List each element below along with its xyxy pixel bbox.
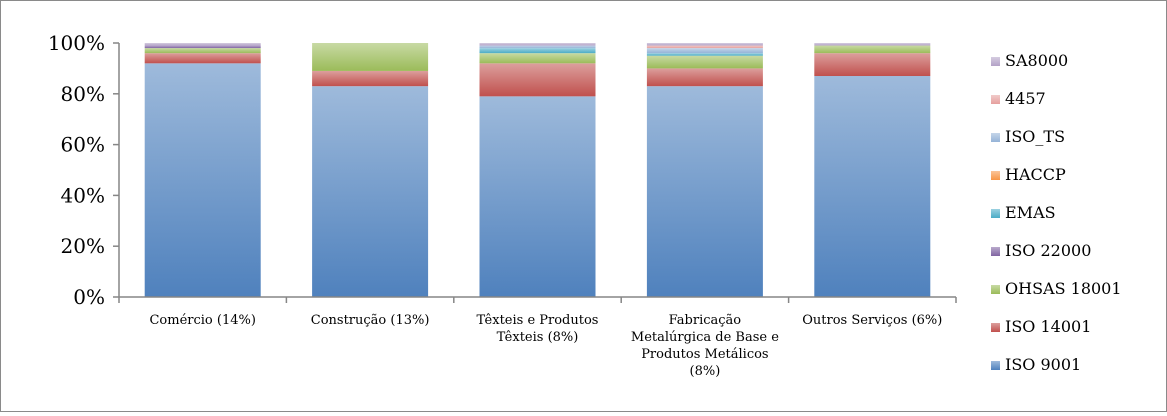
- bar-segment-iso-14001-5: [814, 53, 931, 77]
- x-tick-label: Construção (13%): [311, 313, 430, 328]
- y-tick-label: 40%: [61, 183, 105, 207]
- bar-segment-emas-3: [479, 48, 596, 54]
- bar-segment-iso-9001-1: [144, 63, 261, 297]
- y-tick-label: 20%: [61, 234, 105, 258]
- bar-segment-iso-9001-2: [312, 86, 429, 298]
- legend-label: EMAS: [1005, 203, 1056, 222]
- legend-label: ISO 22000: [1005, 241, 1091, 260]
- legend-label: HACCP: [1005, 165, 1066, 184]
- bar-segment-sa8000-5: [814, 43, 931, 46]
- bar-segment-sa8000-1: [144, 43, 261, 46]
- legend-swatch: [991, 247, 1000, 256]
- x-tick-label: Têxteis e Produtos Têxteis (8%): [477, 313, 599, 345]
- legend-label: ISO 9001: [1005, 355, 1081, 374]
- bar-segment-iso-22000-1: [144, 45, 261, 49]
- legend-label: ISO 14001: [1005, 317, 1091, 336]
- bar-segment-iso-ts-4: [646, 48, 763, 54]
- bar-segment-ohsas-18001-5: [814, 45, 931, 54]
- bar-segment-iso-14001-4: [646, 68, 763, 87]
- bar-segment-iso-14001-1: [144, 53, 261, 64]
- legend-swatch: [991, 171, 1000, 180]
- bar-segment-iso-14001-2: [312, 70, 429, 87]
- legend-item-iso-9001: ISO 9001: [991, 355, 1081, 374]
- bar-segment-ohsas-18001-4: [646, 55, 763, 69]
- legend-item-ohsas-18001: OHSAS 18001: [991, 279, 1122, 298]
- legend-item-iso-22000: ISO 22000: [991, 241, 1091, 260]
- legend-label: 4457: [1005, 89, 1046, 108]
- bar-segment-iso-9001-3: [479, 96, 596, 297]
- legend-item-iso-ts: ISO_TS: [991, 127, 1065, 146]
- x-tick-label: Fabricação Metalúrgica de Base e Produtos …: [631, 313, 779, 379]
- bar-segment-iso-14001-3: [479, 63, 596, 97]
- bar-segment-iso-ts-3: [479, 45, 596, 49]
- legend-swatch: [991, 323, 1000, 332]
- legend-group: SA8000 4457 ISO_TS HACCP EMAS ISO 22000 OHSAS …: [991, 51, 1122, 374]
- bar-segment-iso-9001-5: [814, 76, 931, 298]
- bars-group: [144, 43, 931, 298]
- legend-item-haccp: HACCP: [991, 165, 1066, 184]
- axes-group: 0% 20% 40% 60% 80% 100% Comércio (14%) Construç…: [48, 31, 957, 379]
- legend-label: OHSAS 18001: [1005, 279, 1122, 298]
- y-tick-label: 60%: [61, 133, 105, 157]
- y-tick-label: 0%: [73, 285, 105, 309]
- legend-item-iso-14001: ISO 14001: [991, 317, 1091, 336]
- legend-item-sa8000: SA8000: [991, 51, 1068, 70]
- legend-label: SA8000: [1005, 51, 1068, 70]
- bar-segment-ohsas-18001-2: [312, 43, 429, 71]
- bar-segment-emas-4: [646, 53, 763, 56]
- legend-swatch: [991, 361, 1000, 370]
- bar-segment-sa8000-4: [646, 43, 763, 46]
- x-tick-label: Comércio (14%): [149, 313, 255, 328]
- legend-label: ISO_TS: [1005, 127, 1065, 146]
- y-tick-label: 100%: [48, 31, 105, 55]
- bar-segment-ohsas-18001-3: [479, 53, 596, 64]
- bar-segment-iso-9001-4: [646, 86, 763, 298]
- bar-segment-4457-4: [646, 45, 763, 49]
- bar-segment-ohsas-18001-1: [144, 48, 261, 54]
- bar-segment-sa8000-3: [479, 43, 596, 46]
- legend-swatch: [991, 95, 1000, 104]
- legend-swatch: [991, 285, 1000, 294]
- legend-item-emas: EMAS: [991, 203, 1056, 222]
- legend-item-4457: 4457: [991, 89, 1046, 108]
- legend-swatch: [991, 209, 1000, 218]
- y-tick-label: 80%: [61, 82, 105, 106]
- legend-swatch: [991, 133, 1000, 142]
- x-tick-label: Outros Serviços (6%): [802, 313, 942, 328]
- legend-swatch: [991, 57, 1000, 66]
